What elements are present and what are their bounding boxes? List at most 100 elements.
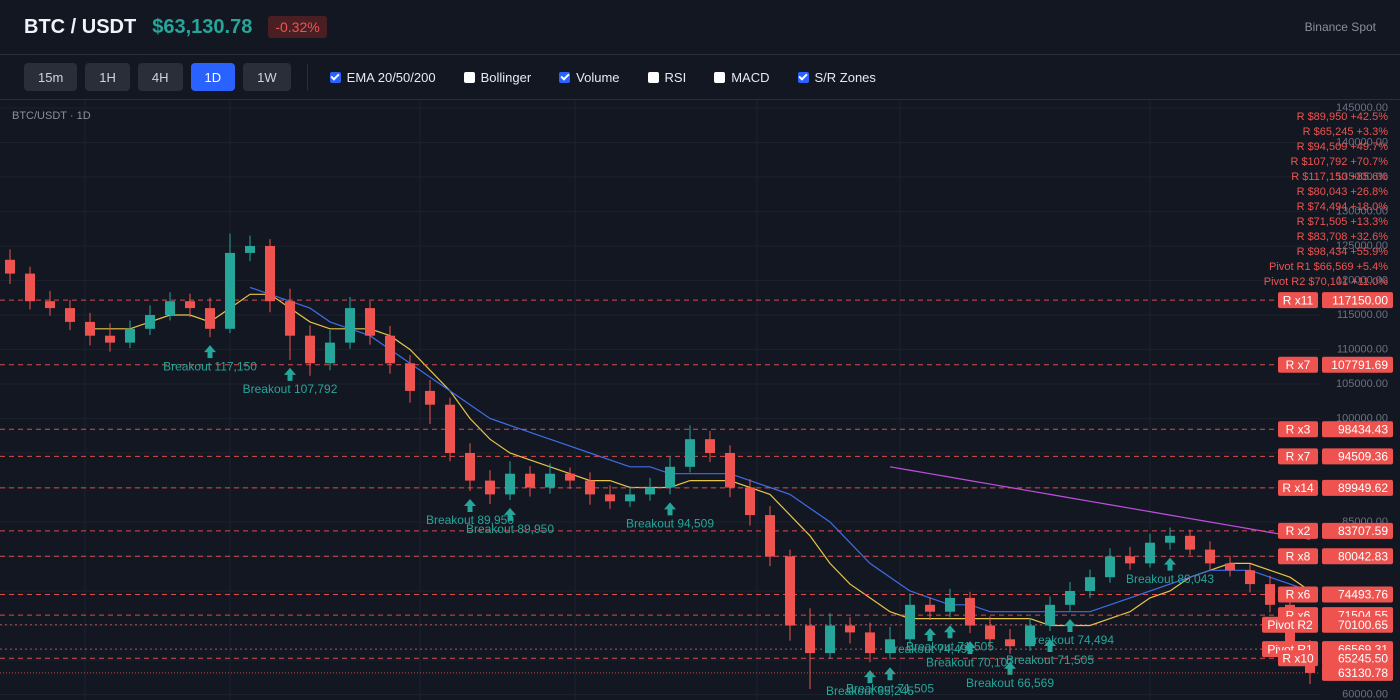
indicator-toggle[interactable]: Bollinger [463,70,531,85]
candle-body [345,308,355,343]
y-tick-label: 115000.00 [1337,309,1388,321]
candle-body [845,625,855,633]
checkbox[interactable] [329,71,341,83]
y-tick-label: 135000.00 [1336,171,1388,183]
level-tag: R x7 [1286,358,1311,372]
checkbox[interactable] [463,71,475,83]
candle-body [905,604,915,640]
level-list-item: R $80,043 +26.8% [1297,186,1389,198]
breakout-label: Breakout 65,245 [826,684,914,698]
breakout-arrow [464,498,476,512]
candle-body [725,453,735,488]
candle-body [1245,570,1255,585]
level-tag-bg [1278,522,1318,539]
indicator-toggle[interactable]: MACD [714,69,770,85]
candle-body [1165,535,1175,543]
candle-body [1125,556,1135,564]
breakout-arrow [964,641,976,655]
breakout-arrow [664,502,676,516]
candle-body [645,487,655,495]
breakout-arrow [864,670,876,684]
candle-body [145,315,155,329]
price: $63,130.78 [152,15,253,38]
candle-body [65,308,75,322]
header: BTC / USDT $63,130.78 -0.32% Binance Spo… [0,0,1400,55]
level-price: 89949.62 [1338,481,1388,495]
candle-body [525,473,535,488]
level-price: 117150.00 [1332,293,1388,307]
candle-body [85,321,95,336]
level-list-item: R $117,150 +85.6% [1291,171,1388,183]
ema-line [889,466,1311,540]
toggle-label: RSI [664,69,687,85]
candle-body [825,625,835,654]
indicator-toggle[interactable]: RSI [647,69,687,85]
candle-body [225,252,235,329]
candle-body [1045,604,1055,626]
checkbox[interactable] [714,71,726,83]
level-tag: R x11 [1283,293,1314,307]
level-price: 65245.50 [1338,651,1388,665]
candle-body [305,335,315,364]
indicator-toggle[interactable]: Volume [559,70,620,85]
candle-body [165,301,175,315]
level-price-bg [1322,421,1393,438]
candle-body [25,273,35,302]
candle-body [205,308,215,329]
checkbox[interactable] [797,71,809,83]
level-tag: R x10 [1282,651,1314,665]
checkbox[interactable] [647,71,659,83]
indicator-toggle[interactable]: S/R Zones [797,70,876,85]
exchange: Binance Spot [1304,20,1376,34]
candle-body [1025,625,1035,647]
indicator-toggle[interactable]: EMA 20/50/200 [329,70,436,85]
ema-line [249,286,1311,613]
level-price: 98434.43 [1338,422,1388,436]
vertical-grid [84,100,1151,700]
y-tick-label: 145000.00 [1336,102,1388,114]
timeframe-button[interactable]: 15m [24,63,78,91]
level-tag: R x2 [1286,524,1311,538]
breakout-label: Breakout 71,505 [846,681,934,695]
level-tag-bg [1278,448,1318,465]
candle-body [505,473,515,495]
level-tag-bg [1278,586,1318,603]
candle-body [865,632,875,654]
level-tag: R x7 [1286,450,1311,464]
candle-body [465,453,475,481]
candle-body [245,246,255,253]
level-list-item: R $83,708 +32.6% [1297,231,1389,243]
breakout-label: Breakout 94,509 [626,517,714,531]
level-list-item: R $65,245 +3.3% [1303,126,1389,138]
checkbox[interactable] [559,71,571,83]
level-list-item: R $94,509 +49.7% [1297,141,1389,153]
breakout-label: Breakout 107,792 [243,382,338,396]
y-tick-label: 105000.00 [1336,378,1388,390]
breakout-label: Breakout 80,043 [1126,572,1214,586]
timeframe-button[interactable]: 4H [137,63,183,91]
level-list-item: R $98,434 +55.9% [1297,246,1389,258]
chart-title: BTC/USDT · 1D [12,110,91,122]
candle-body [1185,535,1195,550]
candle-body [1005,639,1015,647]
candle-body [1145,542,1155,564]
level-list-item: R $74,494 +18.0% [1297,201,1389,213]
breakout-arrow [944,625,956,639]
candle-body [365,308,375,336]
candle-body [765,515,775,557]
timeframe-button[interactable]: 1W [243,63,291,91]
timeframe-button[interactable]: 1H [85,63,130,91]
breakout-arrow [1044,639,1056,653]
candle-body [125,328,135,343]
toggle-label: MACD [731,69,770,85]
level-list-item: R $107,792 +70.7% [1290,156,1388,168]
y-tick-label: 130000.00 [1336,205,1388,217]
level-price: 107791.69 [1331,358,1388,372]
candle-body [965,597,975,626]
y-tick-label: 140000.00 [1336,136,1388,148]
level-price-bg [1322,292,1393,309]
timeframe-button[interactable]: 1D [190,63,236,91]
level-price-bg [1322,448,1393,465]
candle-body [545,473,555,488]
candle-body [385,335,395,364]
